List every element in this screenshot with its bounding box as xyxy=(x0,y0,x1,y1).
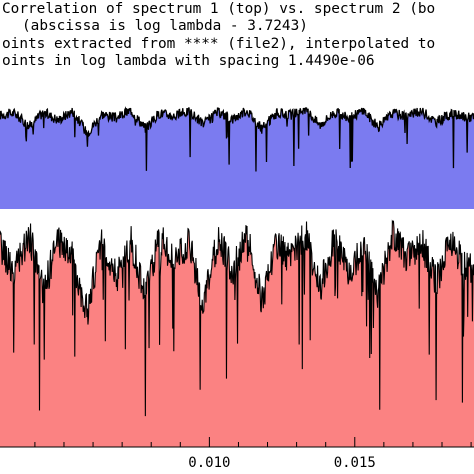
header-line-3: oints extracted from **** (file2), inter… xyxy=(2,36,435,52)
bottom-spectrum-trace xyxy=(0,219,474,417)
header-line-2: (abscissa is log lambda - 3.7243) xyxy=(22,18,308,34)
header-line-1: Correlation of spectrum 1 (top) vs. spec… xyxy=(2,1,435,17)
x-tick-label-1: 0.015 xyxy=(334,455,376,471)
x-tick-label-0: 0.010 xyxy=(188,455,230,471)
header-line-4: oints in log lambda with spacing 1.4490e… xyxy=(2,53,375,69)
plot-area xyxy=(0,106,474,447)
top-spectrum-trace xyxy=(0,106,474,172)
x-axis: 0.010 0.015 xyxy=(0,437,474,471)
top-spectrum-fill xyxy=(0,108,474,209)
